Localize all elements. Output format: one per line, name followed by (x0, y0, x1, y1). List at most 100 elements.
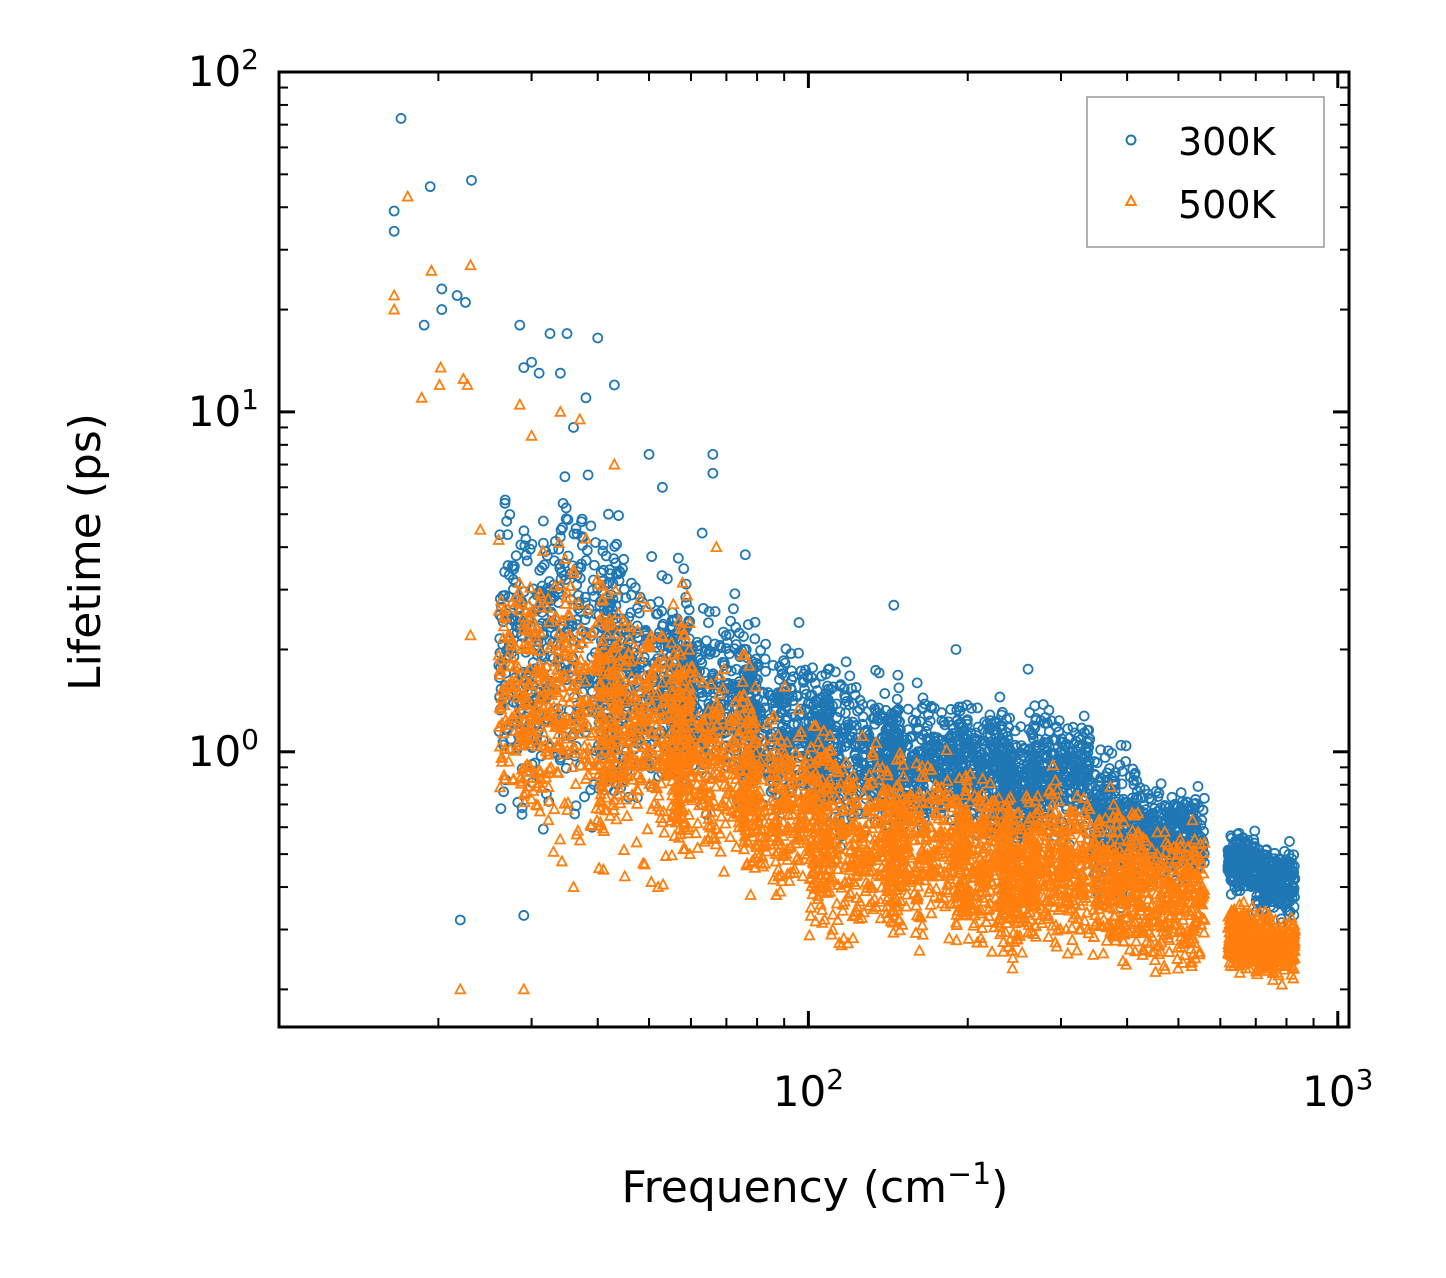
data-point-300K (518, 525, 530, 537)
data-point-300K (786, 665, 797, 677)
data-point-300K (738, 631, 749, 642)
data-point-300K (615, 567, 626, 579)
data-point-300K (752, 674, 764, 685)
data-point-300K (749, 633, 761, 645)
data-point-300K (548, 555, 560, 567)
data-point-300K (570, 523, 582, 534)
data-point-300K (870, 664, 882, 676)
data-point-300K (618, 553, 630, 565)
data-point-300K (793, 647, 804, 659)
data-point-300K (499, 566, 511, 578)
data-point-300K (613, 510, 624, 521)
data-point-300K (499, 695, 511, 707)
data-point-300K (667, 621, 679, 633)
data-point-300K (718, 626, 729, 638)
data-point-300K (827, 681, 839, 693)
data-point-300K (585, 520, 597, 532)
data-point-300K (560, 762, 572, 774)
data-point-300K (603, 508, 614, 520)
data-point-300K (776, 668, 788, 680)
data-point-300K (632, 603, 643, 614)
data-point-300K (611, 538, 623, 550)
data-point-300K (588, 559, 600, 571)
data-point-300K (501, 515, 513, 527)
data-point-300K (580, 555, 592, 566)
data-point-300K (597, 539, 609, 551)
data-point-300K (729, 588, 741, 600)
data-point-300K (494, 647, 506, 659)
data-point-300K (714, 639, 726, 651)
data-point-300K (516, 808, 528, 820)
data-point-300K (709, 606, 721, 617)
data-point-300K (785, 682, 797, 694)
data-point-300K (766, 695, 778, 706)
data-point-300K (780, 643, 792, 655)
data-point-300K (741, 679, 753, 690)
data-point-300K (697, 602, 709, 614)
data-point-300K (629, 582, 641, 593)
data-point-300K (555, 573, 567, 585)
data-point-300K (703, 645, 715, 657)
data-point-300K (653, 596, 664, 608)
data-point-300K (566, 621, 578, 633)
data-point-300K (893, 682, 905, 694)
data-point-300K (730, 621, 742, 633)
data-point-300K (760, 665, 771, 677)
data-point-300K (521, 555, 533, 567)
data-point-300K (703, 606, 715, 618)
data-point-300K (656, 605, 668, 617)
data-point-300K (581, 544, 593, 556)
data-point-300K (582, 469, 594, 481)
data-point-300K (576, 513, 588, 525)
data-point-300K (661, 573, 673, 585)
data-point-300K (750, 657, 762, 669)
data-point-300K (879, 688, 891, 699)
data-point-300K (537, 515, 549, 527)
data-point-300K (509, 560, 520, 572)
data-point-300K (703, 617, 714, 629)
data-point-300K (809, 677, 821, 689)
data-point-300K (825, 683, 837, 695)
data-point-300K (823, 664, 834, 675)
data-point-300K (575, 562, 587, 573)
data-point-300K (571, 528, 583, 540)
data-point-300K (734, 651, 746, 663)
data-point-300K (699, 646, 711, 657)
data-point-300K (656, 570, 668, 581)
data-point-300K (709, 638, 721, 650)
data-point-300K (559, 471, 571, 483)
data-point-300K (510, 550, 522, 562)
data-point-300K (494, 529, 506, 541)
data-point-300K (526, 538, 538, 550)
data-point-300K (720, 643, 732, 654)
data-point-300K (495, 803, 507, 815)
data-point-300K (499, 494, 511, 506)
data-points (387, 113, 1302, 995)
data-point-300K (779, 670, 791, 682)
data-point-300K (728, 603, 739, 615)
data-point-300K (579, 791, 590, 803)
data-point-300K (725, 615, 736, 627)
data-point-300K (752, 659, 764, 671)
data-point-300K (807, 662, 818, 674)
data-point-300K (780, 700, 792, 712)
data-point-300K (560, 513, 572, 525)
data-point-300K (762, 716, 774, 728)
data-point-300K (499, 497, 511, 509)
data-point-300K (678, 563, 690, 575)
data-point-300K (680, 578, 692, 590)
data-point-300K (774, 661, 785, 672)
data-point-300K (892, 669, 904, 681)
data-point-300K (620, 592, 632, 604)
data-point-300K (777, 721, 788, 732)
data-point-300K (515, 539, 527, 551)
data-point-300K (706, 675, 718, 686)
data-point-300K (588, 591, 600, 602)
data-point-300K (680, 597, 692, 609)
data-point-300K (767, 659, 779, 671)
data-point-300K (792, 691, 803, 703)
data-point-300K (536, 562, 548, 573)
data-point-300K (802, 670, 814, 682)
data-point-300K (646, 551, 658, 562)
